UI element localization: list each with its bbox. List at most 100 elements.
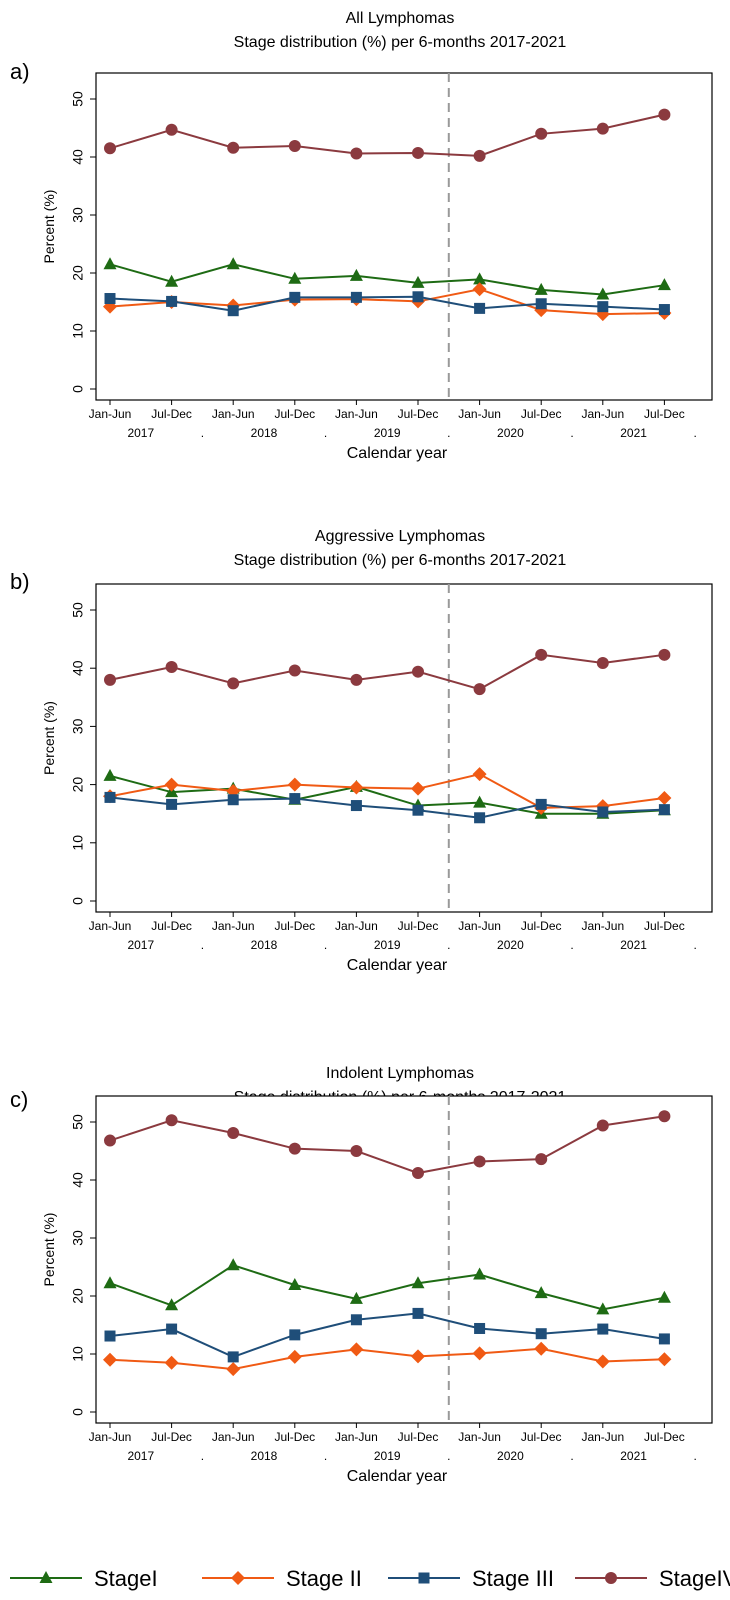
- y-tick-label: 10: [70, 323, 86, 339]
- x-tick-label: Jul-Dec: [151, 919, 192, 933]
- data-point: [473, 1267, 487, 1280]
- data-point: [289, 1329, 301, 1341]
- data-point: [658, 1333, 670, 1345]
- data-point: [596, 287, 610, 300]
- data-point: [165, 123, 178, 136]
- y-axis-label: Percent (%): [41, 701, 57, 775]
- x-year-label: 2017: [127, 938, 154, 952]
- series-stage-ii: [103, 767, 672, 815]
- y-tick-label: 20: [70, 265, 86, 281]
- data-point: [472, 1346, 487, 1361]
- y-tick-label: 20: [70, 777, 86, 793]
- x-tick-label: Jul-Dec: [521, 407, 562, 421]
- data-point: [288, 664, 301, 677]
- legend-label: Stage III: [472, 1566, 554, 1591]
- panel-label: a): [10, 59, 30, 84]
- series-stage-iii: [104, 791, 670, 824]
- data-point: [104, 1330, 116, 1342]
- data-point: [597, 1323, 609, 1335]
- data-point: [534, 1286, 548, 1299]
- data-point: [103, 1276, 117, 1289]
- x-tick-label: Jul-Dec: [521, 919, 562, 933]
- data-point: [349, 1342, 364, 1357]
- x-year-label: .: [447, 426, 450, 440]
- series-line: [109, 263, 665, 296]
- legend-marker: [418, 1572, 430, 1584]
- x-year-label: .: [201, 1449, 204, 1463]
- legend-item: StageIV: [575, 1566, 730, 1591]
- x-tick-label: Jul-Dec: [274, 919, 315, 933]
- data-point: [411, 275, 425, 288]
- legend: StageI Stage II Stage III StageIV: [10, 1566, 730, 1591]
- plot-frame: [95, 583, 713, 913]
- data-point: [473, 1155, 486, 1168]
- data-point: [227, 141, 240, 154]
- x-year-label: 2020: [497, 938, 524, 952]
- data-point: [535, 648, 548, 661]
- x-tick-label: Jul-Dec: [151, 1430, 192, 1444]
- data-point: [473, 795, 487, 808]
- x-year-label: 2020: [497, 1449, 524, 1463]
- data-point: [349, 780, 364, 795]
- legend-marker: [231, 1571, 245, 1585]
- series-line: [109, 1115, 665, 1175]
- x-year-label: 2021: [620, 426, 647, 440]
- data-point: [597, 301, 609, 313]
- data-point: [535, 798, 547, 810]
- data-point: [597, 806, 609, 818]
- panel-label: b): [10, 569, 30, 594]
- panel-label: c): [10, 1087, 28, 1112]
- series-stagei: [103, 1258, 671, 1315]
- y-tick-label: 50: [70, 1114, 86, 1130]
- legend-marker: [605, 1572, 617, 1584]
- data-point: [289, 793, 301, 805]
- chart-title: All Lymphomas: [346, 10, 455, 27]
- x-year-label: .: [324, 1449, 327, 1463]
- series-stageiv: [104, 648, 671, 696]
- x-tick-label: Jul-Dec: [398, 919, 439, 933]
- data-point: [166, 295, 178, 307]
- x-year-label: .: [570, 1449, 573, 1463]
- data-point: [473, 149, 486, 162]
- data-point: [596, 1302, 610, 1315]
- data-point: [350, 147, 363, 160]
- x-axis-label: Calendar year: [347, 445, 448, 462]
- data-point: [350, 291, 362, 303]
- y-tick-label: 40: [70, 149, 86, 165]
- y-tick-label: 50: [70, 91, 86, 107]
- data-point: [657, 278, 671, 291]
- data-point: [227, 1127, 240, 1140]
- data-point: [411, 1276, 425, 1289]
- x-year-label: .: [447, 1449, 450, 1463]
- data-point: [596, 1119, 609, 1132]
- x-tick-label: Jan-Jun: [458, 919, 501, 933]
- data-point: [474, 1322, 486, 1334]
- series-line: [109, 774, 665, 815]
- x-tick-label: Jan-Jun: [89, 407, 132, 421]
- data-point: [226, 257, 240, 270]
- x-year-label: 2019: [374, 1449, 401, 1463]
- data-point: [596, 122, 609, 135]
- y-tick-label: 10: [70, 1346, 86, 1362]
- x-tick-label: Jan-Jun: [335, 919, 378, 933]
- x-axis-label: Calendar year: [347, 957, 448, 974]
- x-tick-label: Jan-Jun: [212, 407, 255, 421]
- x-tick-label: Jul-Dec: [274, 407, 315, 421]
- x-year-label: 2021: [620, 938, 647, 952]
- x-tick-label: Jul-Dec: [274, 1430, 315, 1444]
- data-point: [657, 1352, 672, 1367]
- data-point: [165, 661, 178, 674]
- series-line: [109, 1312, 665, 1358]
- x-tick-label: Jul-Dec: [398, 407, 439, 421]
- x-year-label: .: [570, 938, 573, 952]
- y-tick-label: 10: [70, 835, 86, 851]
- x-tick-label: Jan-Jun: [212, 919, 255, 933]
- data-point: [411, 781, 425, 796]
- x-tick-label: Jan-Jun: [89, 1430, 132, 1444]
- x-year-label: .: [694, 1449, 697, 1463]
- series-line: [109, 113, 665, 157]
- data-point: [227, 305, 239, 317]
